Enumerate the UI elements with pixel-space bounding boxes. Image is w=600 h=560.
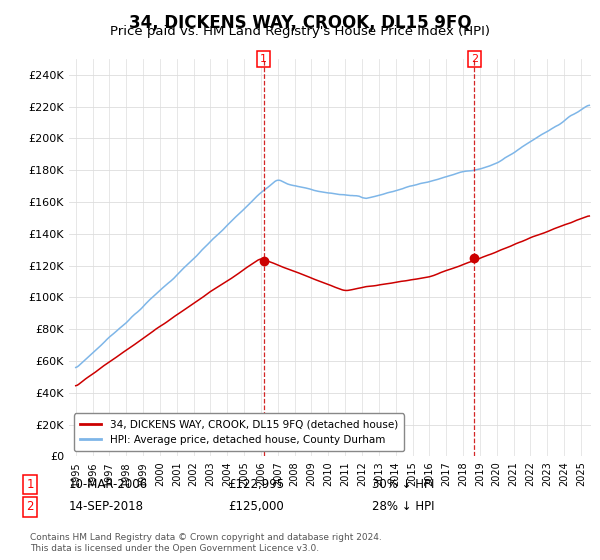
Text: 28% ↓ HPI: 28% ↓ HPI [372,500,434,514]
Text: Contains HM Land Registry data © Crown copyright and database right 2024.
This d: Contains HM Land Registry data © Crown c… [30,533,382,553]
Text: 2: 2 [470,54,478,64]
Text: 1: 1 [260,54,267,64]
Text: 1: 1 [26,478,34,491]
Text: 14-SEP-2018: 14-SEP-2018 [69,500,144,514]
Text: 10-MAR-2006: 10-MAR-2006 [69,478,148,491]
Text: £122,995: £122,995 [228,478,284,491]
Text: 34, DICKENS WAY, CROOK, DL15 9FQ: 34, DICKENS WAY, CROOK, DL15 9FQ [128,14,472,32]
Text: Price paid vs. HM Land Registry's House Price Index (HPI): Price paid vs. HM Land Registry's House … [110,25,490,38]
Text: £125,000: £125,000 [228,500,284,514]
Legend: 34, DICKENS WAY, CROOK, DL15 9FQ (detached house), HPI: Average price, detached : 34, DICKENS WAY, CROOK, DL15 9FQ (detach… [74,413,404,451]
Text: 30% ↓ HPI: 30% ↓ HPI [372,478,434,491]
Text: 2: 2 [26,500,34,514]
